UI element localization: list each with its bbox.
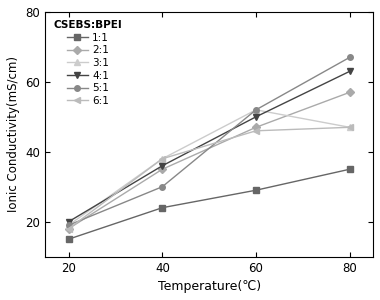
4:1 (254, 115, 258, 119)
2:1 (66, 227, 71, 230)
1:1 (160, 206, 165, 209)
6:1 (66, 227, 71, 230)
3:1 (254, 108, 258, 112)
1:1 (66, 237, 71, 241)
Legend: 1:1, 2:1, 3:1, 4:1, 5:1, 6:1: 1:1, 2:1, 3:1, 4:1, 5:1, 6:1 (51, 17, 125, 109)
3:1 (160, 157, 165, 160)
5:1 (160, 185, 165, 188)
3:1 (66, 224, 71, 227)
1:1 (254, 188, 258, 192)
5:1 (254, 108, 258, 112)
2:1 (160, 167, 165, 171)
6:1 (160, 157, 165, 160)
6:1 (347, 125, 352, 129)
4:1 (160, 164, 165, 168)
2:1 (254, 125, 258, 129)
Line: 1:1: 1:1 (66, 167, 352, 242)
4:1 (347, 70, 352, 73)
4:1 (66, 220, 71, 224)
Y-axis label: Ionic Conductivity(mS/cm): Ionic Conductivity(mS/cm) (7, 56, 20, 212)
5:1 (66, 224, 71, 227)
2:1 (347, 91, 352, 94)
1:1 (347, 167, 352, 171)
6:1 (254, 129, 258, 133)
Line: 6:1: 6:1 (65, 124, 353, 232)
Line: 2:1: 2:1 (66, 90, 352, 232)
5:1 (347, 56, 352, 59)
Line: 4:1: 4:1 (65, 68, 353, 225)
3:1 (347, 125, 352, 129)
X-axis label: Temperature(℃): Temperature(℃) (158, 280, 261, 293)
Line: 5:1: 5:1 (66, 55, 352, 228)
Line: 3:1: 3:1 (66, 107, 352, 228)
